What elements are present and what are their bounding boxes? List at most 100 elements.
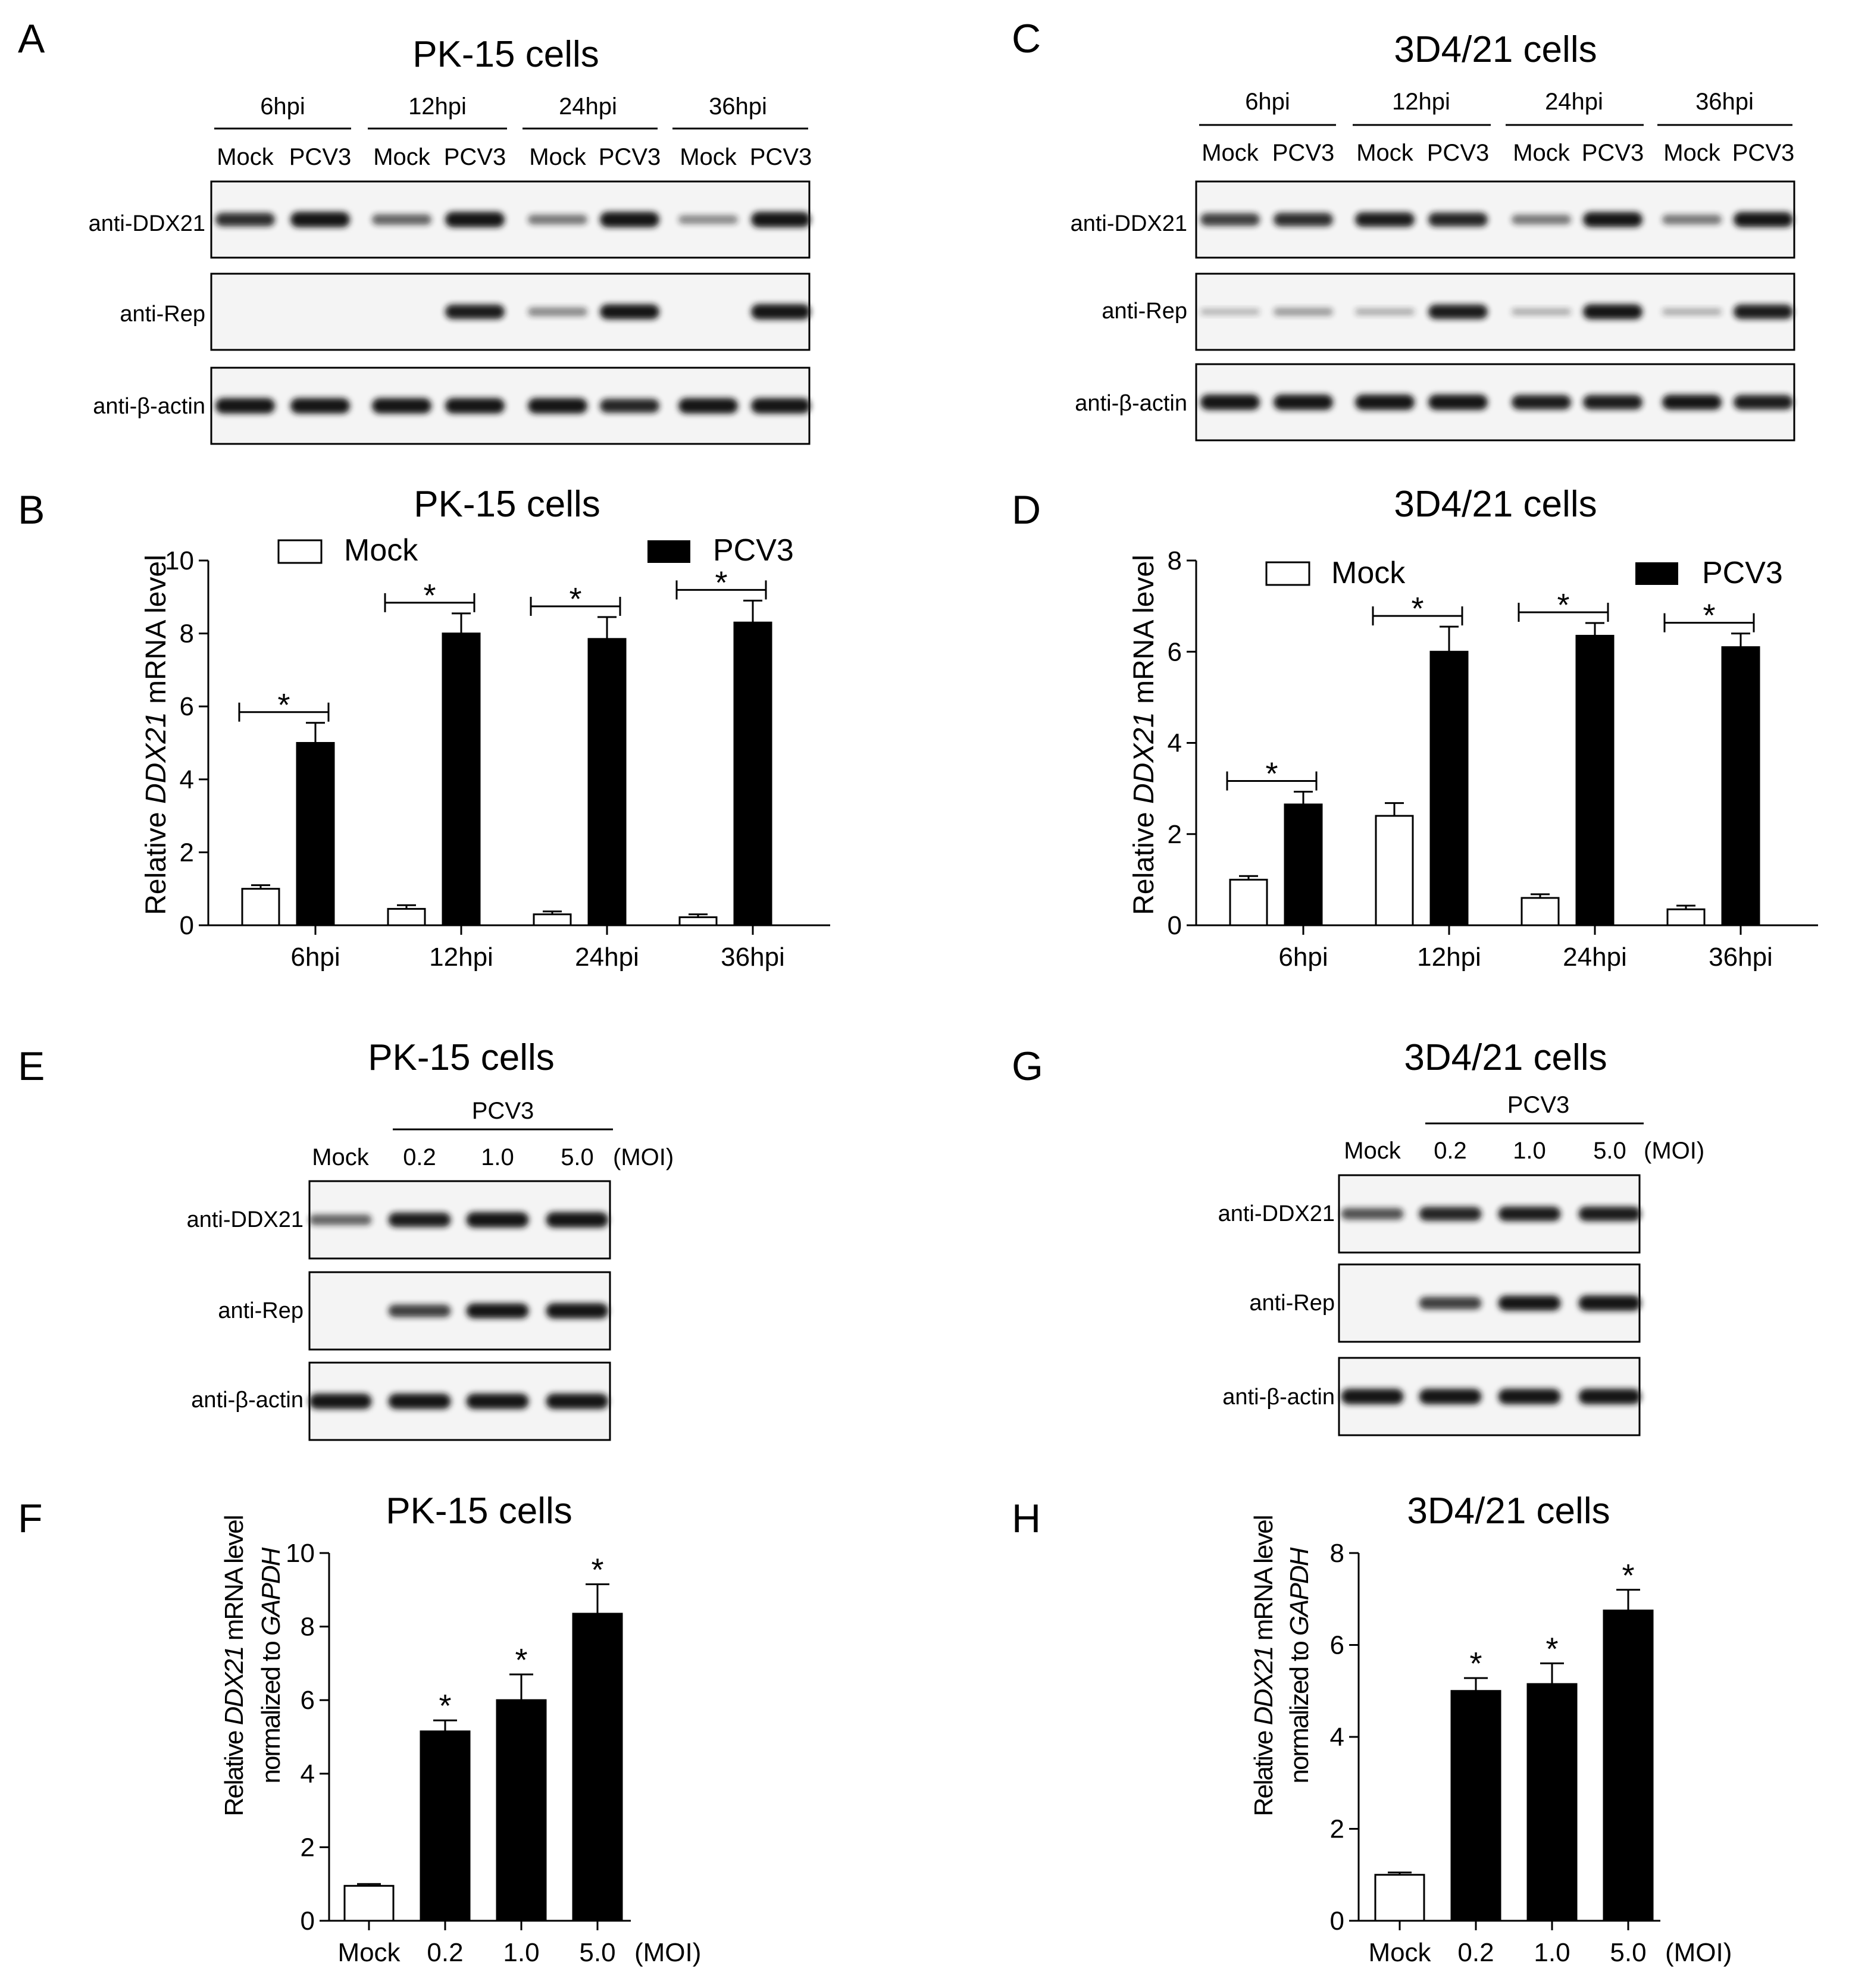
blot-g-membrane-ddx21 bbox=[1338, 1174, 1641, 1254]
ylabel-norm-gene: GAPDH bbox=[256, 1547, 286, 1636]
blot-e-lane-label: 0.2 bbox=[403, 1144, 436, 1170]
blot-g-group-label: PCV3 bbox=[1507, 1092, 1570, 1118]
significance-star: * bbox=[1557, 587, 1569, 623]
significance-star: * bbox=[1622, 1558, 1634, 1593]
bar bbox=[1374, 1874, 1425, 1922]
blot-a-timepoint-6hpi: 6hpi bbox=[260, 93, 305, 120]
blot-band bbox=[1734, 212, 1793, 227]
bar-mock bbox=[1375, 815, 1414, 926]
ylabel-line-1: Relative DDX21 mRNA level bbox=[220, 1516, 249, 1816]
ylabel-suffix: mRNA level bbox=[220, 1516, 249, 1646]
significance-star: * bbox=[277, 687, 290, 723]
blot-band bbox=[1355, 212, 1415, 227]
blot-e-moi-label: (MOI) bbox=[613, 1144, 674, 1170]
blot-band bbox=[751, 212, 811, 227]
blot-band bbox=[1662, 214, 1722, 225]
y-tick-label: 6 bbox=[1168, 637, 1182, 666]
blot-e-lane-label: 1.0 bbox=[481, 1144, 514, 1170]
x-tick-label: 5.0 bbox=[1610, 1938, 1646, 1967]
x-tick-label: 6hpi bbox=[1278, 943, 1328, 972]
blot-band bbox=[1341, 1208, 1404, 1220]
y-tick-label: 4 bbox=[1330, 1723, 1344, 1752]
bar-mock bbox=[1666, 908, 1706, 926]
chart-b-plot: 0 2 4 6 8 10 6hpi * 12hpi * 24hpi * 36hpi * bbox=[165, 546, 830, 972]
y-tick-label: 0 bbox=[180, 911, 194, 940]
blot-band bbox=[1200, 395, 1260, 410]
blot-g-membrane-actin bbox=[1338, 1357, 1641, 1436]
blot-a-label-rep: anti-Rep bbox=[120, 302, 205, 327]
chart-b-legend: Mock PCV3 bbox=[277, 533, 794, 568]
x-tick-label: 36hpi bbox=[1709, 943, 1773, 972]
blot-band bbox=[215, 212, 275, 227]
panel-letter-c: C bbox=[1012, 16, 1041, 61]
panel-letter-b: B bbox=[18, 487, 45, 533]
x-tick-label: 1.0 bbox=[503, 1938, 539, 1967]
blot-band bbox=[388, 1304, 451, 1317]
chart-h-plot: 0 2 4 6 8 Mock 0.2 * 1.0 * 5.0 * (MOI) bbox=[1330, 1539, 1732, 1967]
blot-band bbox=[1512, 214, 1571, 225]
bar bbox=[572, 1613, 623, 1922]
blot-band bbox=[290, 212, 350, 227]
y-tick-label: 2 bbox=[301, 1833, 315, 1862]
panel-letter-f: F bbox=[18, 1496, 43, 1541]
blot-band bbox=[1512, 308, 1571, 315]
blot-band bbox=[466, 1303, 529, 1319]
significance-star: * bbox=[569, 581, 581, 617]
blot-band bbox=[1583, 212, 1642, 227]
legend-swatch-pcv3 bbox=[1635, 562, 1678, 585]
ylabel-norm-gene: GAPDH bbox=[1285, 1547, 1314, 1636]
blot-band bbox=[600, 399, 659, 413]
bar-mock bbox=[678, 916, 718, 926]
blot-band bbox=[1355, 395, 1415, 410]
x-unit-label: (MOI) bbox=[634, 1938, 701, 1967]
blot-band bbox=[1578, 1295, 1641, 1311]
blot-g-title: 3D4/21 cells bbox=[1404, 1037, 1607, 1078]
blot-band bbox=[215, 398, 275, 414]
blot-e-membrane-ddx21 bbox=[308, 1180, 611, 1260]
significance-star: * bbox=[439, 1688, 451, 1724]
blot-e-group-label: PCV3 bbox=[472, 1098, 534, 1124]
blot-band bbox=[546, 1303, 609, 1319]
chart-f-plot: 0 2 4 6 8 10 Mock 0.2 * 1.0 * 5.0 * (MOI) bbox=[286, 1539, 701, 1967]
blot-c-membrane-ddx21 bbox=[1195, 180, 1795, 259]
blot-e-membrane-rep bbox=[308, 1271, 611, 1351]
blot-band bbox=[1419, 1297, 1482, 1310]
blot-band bbox=[528, 214, 587, 225]
legend-label-pcv3: PCV3 bbox=[713, 533, 794, 568]
blot-c-label-actin: anti-β-actin bbox=[1075, 391, 1187, 416]
panel-letter-a: A bbox=[18, 16, 45, 61]
ylabel-gene: DDX21 bbox=[1128, 712, 1160, 804]
blot-a-label-ddx21: anti-DDX21 bbox=[89, 211, 205, 236]
bar bbox=[1603, 1610, 1654, 1922]
blot-a-lane-label: PCV3 bbox=[289, 144, 352, 170]
x-tick-label: 0.2 bbox=[1457, 1938, 1494, 1967]
blot-c-label-rep: anti-Rep bbox=[1102, 299, 1187, 324]
y-tick-label: 2 bbox=[180, 838, 194, 867]
legend-swatch-mock bbox=[1265, 561, 1310, 586]
blot-a-timepoint-24hpi: 24hpi bbox=[559, 93, 617, 120]
blot-a-membrane-rep bbox=[210, 273, 811, 351]
blot-band bbox=[1498, 1389, 1561, 1404]
blot-band bbox=[1662, 308, 1722, 315]
blot-a-lane-label: PCV3 bbox=[444, 144, 506, 170]
y-tick-label: 4 bbox=[180, 765, 194, 794]
x-tick-label: 1.0 bbox=[1534, 1938, 1570, 1967]
chart-d-legend: Mock PCV3 bbox=[1265, 556, 1783, 590]
y-tick-label: 8 bbox=[301, 1613, 315, 1642]
y-tick-label: 6 bbox=[180, 692, 194, 721]
blot-band bbox=[528, 307, 587, 317]
blot-band bbox=[466, 1212, 529, 1228]
blot-e-label-ddx21: anti-DDX21 bbox=[187, 1207, 304, 1232]
blot-a-lane-labels: Mock PCV3 Mock PCV3 Mock PCV3 Mock PCV3 bbox=[217, 144, 812, 170]
blot-band bbox=[1428, 212, 1488, 227]
bar-pcv3 bbox=[1575, 634, 1615, 926]
blot-g-label-rep: anti-Rep bbox=[1249, 1291, 1335, 1316]
y-tick-label: 0 bbox=[301, 1906, 315, 1936]
x-tick-label: 24hpi bbox=[1563, 943, 1627, 972]
significance-star: * bbox=[1703, 598, 1715, 634]
y-tick-label: 8 bbox=[180, 619, 194, 649]
ylabel-gene: DDX21 bbox=[1249, 1647, 1278, 1726]
blot-a-timepoint-12hpi: 12hpi bbox=[408, 93, 467, 120]
blot-a-lane-label: Mock bbox=[680, 144, 737, 170]
blot-g-lane-label: 1.0 bbox=[1513, 1138, 1546, 1164]
